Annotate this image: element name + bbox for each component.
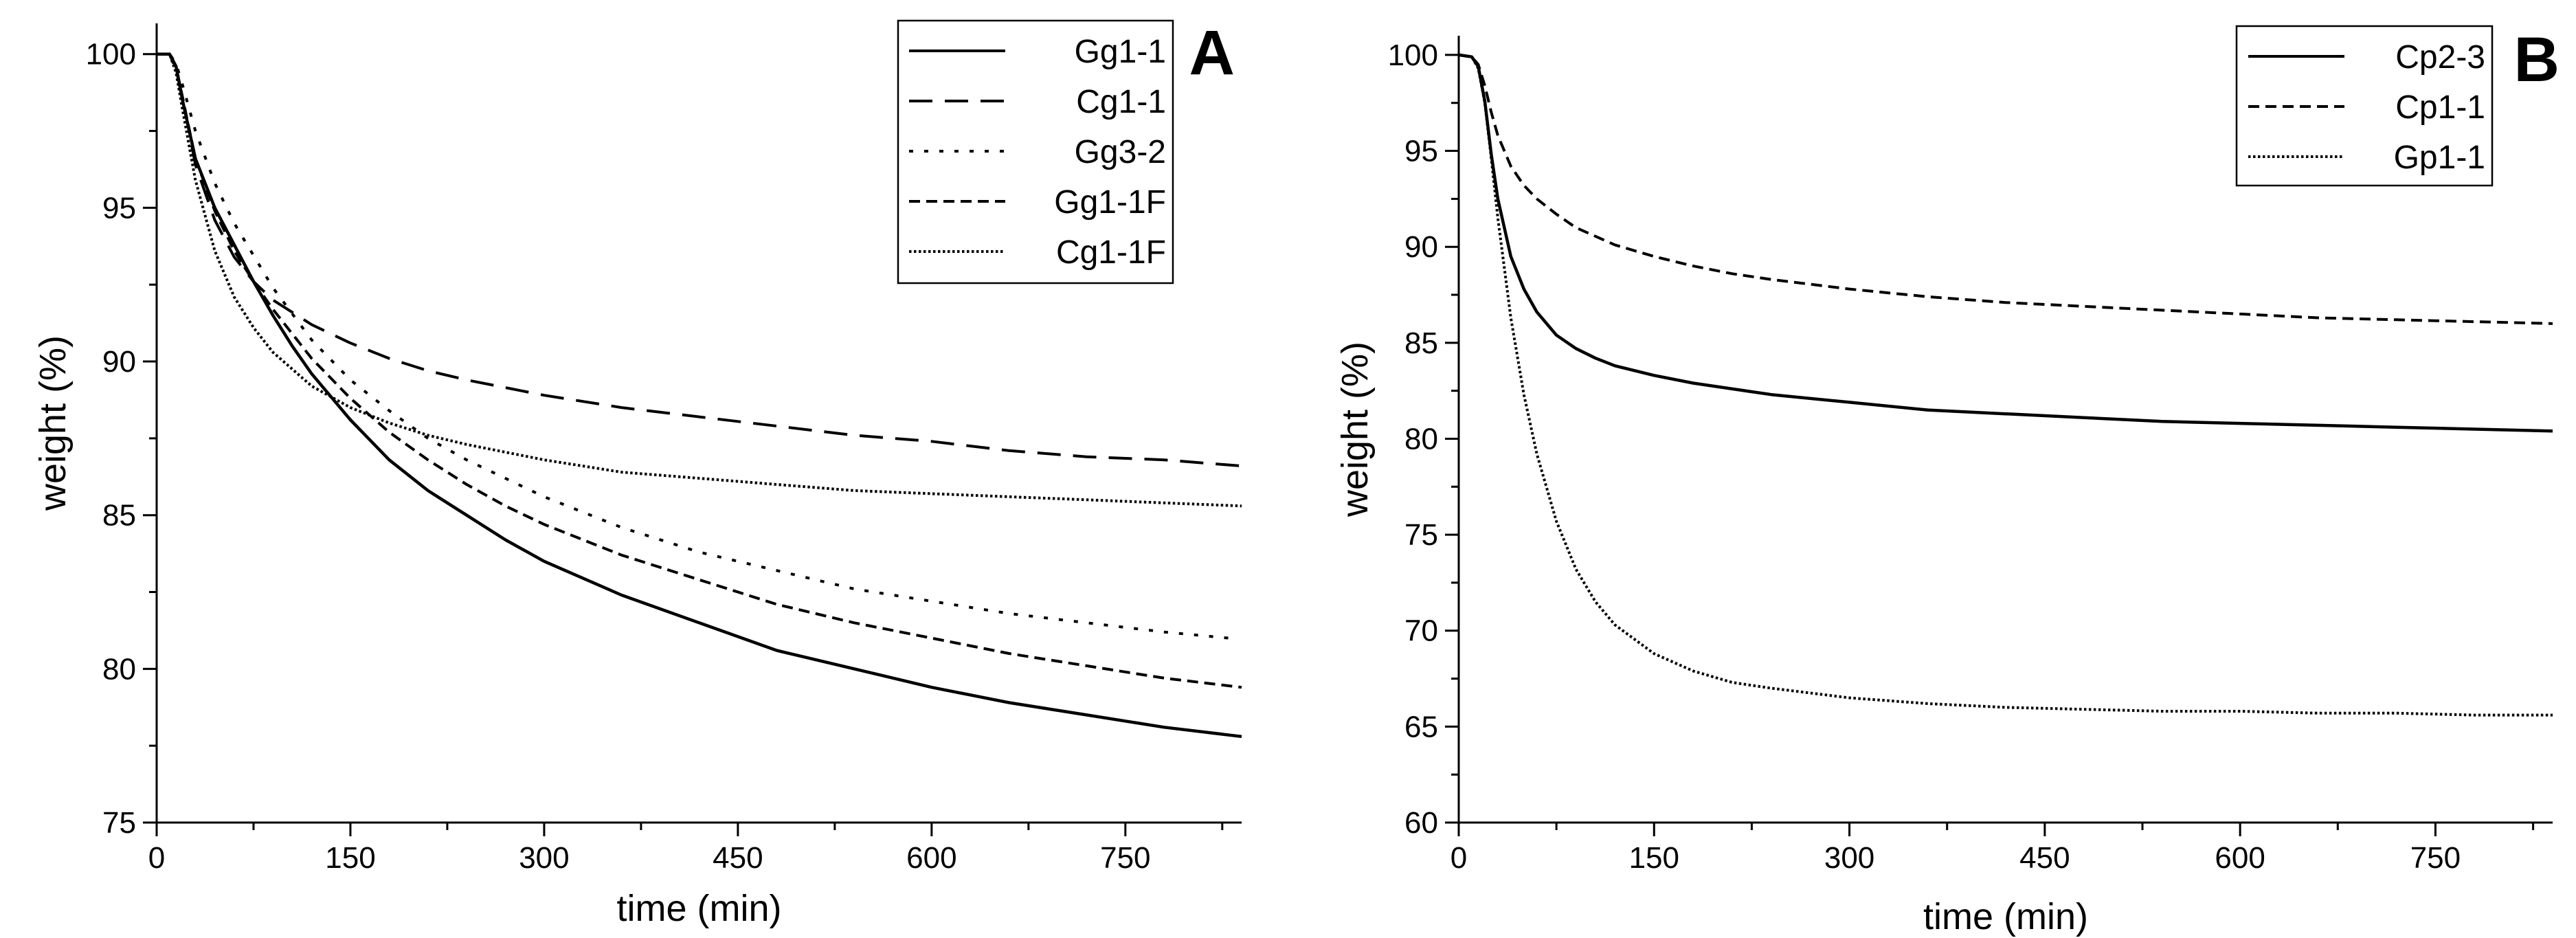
series-line-cg1-1: [157, 52, 1242, 468]
x-axis-title: time (min): [617, 888, 782, 929]
series-line-gg3-2: [157, 52, 1229, 640]
legend-label: Cp2-3: [2395, 39, 2485, 76]
x-tick-label: 450: [713, 841, 763, 875]
legend-label: Cg1-1: [1076, 84, 1166, 120]
legend-label: Gg1-1: [1075, 34, 1166, 70]
x-tick-label: 150: [1629, 841, 1679, 875]
x-axis-title: time (min): [1923, 896, 2088, 937]
legend-box: [897, 19, 1174, 284]
panel-letter: B: [2514, 25, 2560, 95]
y-tick-label: 85: [102, 499, 136, 533]
x-tick-label: 600: [906, 841, 956, 875]
x-tick-label: 300: [519, 841, 569, 875]
panel-letter: A: [1189, 18, 1235, 88]
y-tick-label: 65: [1404, 710, 1438, 744]
y-tick-label: 60: [1404, 806, 1438, 840]
x-tick-label: 450: [2019, 841, 2070, 875]
x-tick-label: 750: [1100, 841, 1150, 875]
y-tick-label: 80: [102, 652, 136, 686]
legend-label: Gg3-2: [1075, 134, 1166, 170]
y-axis-title: weight (%): [32, 335, 74, 511]
panel-a-chart: 0 150 300 450 600 750 75 80 85 90 95 100 time (min) w…: [32, 18, 1242, 929]
y-tick-label: 95: [1404, 135, 1438, 168]
series-line-cp2-3: [1458, 53, 2553, 433]
y-tick-label: 90: [102, 345, 136, 379]
series-line-gp1-1: [1458, 53, 2553, 717]
series-line-cp1-1: [1458, 53, 2553, 325]
y-tick-label: 70: [1404, 614, 1438, 648]
panel-b-chart: 0 150 300 450 600 750 60 65 70 75 80 85 90 95 100 time …: [1334, 25, 2560, 937]
x-tick-label: 0: [148, 841, 165, 875]
y-tick-label: 100: [86, 38, 136, 71]
x-tick-label: 300: [1824, 841, 1874, 875]
y-tick-label: 100: [1388, 38, 1438, 72]
legend-box: [2235, 25, 2494, 187]
y-axis-title: weight (%): [1334, 342, 1376, 517]
x-tick-label: 0: [1451, 841, 1467, 875]
legend-label: Cg1-1F: [1056, 234, 1166, 271]
y-tick-label: 80: [1404, 422, 1438, 456]
y-tick-label: 75: [1404, 518, 1438, 552]
x-tick-label: 150: [325, 841, 375, 875]
series-line-gg1-1f: [157, 52, 1242, 689]
y-tick-label: 75: [102, 806, 136, 840]
x-tick-label: 600: [2215, 841, 2265, 875]
y-tick-label: 85: [1404, 326, 1438, 360]
y-tick-label: 90: [1404, 230, 1438, 264]
legend-label: Cp1-1: [2395, 89, 2485, 126]
y-tick-label: 95: [102, 191, 136, 225]
legend-label: Gg1-1F: [1054, 184, 1166, 221]
legend-label: Gp1-1: [2394, 139, 2485, 176]
x-tick-label: 750: [2410, 841, 2461, 875]
